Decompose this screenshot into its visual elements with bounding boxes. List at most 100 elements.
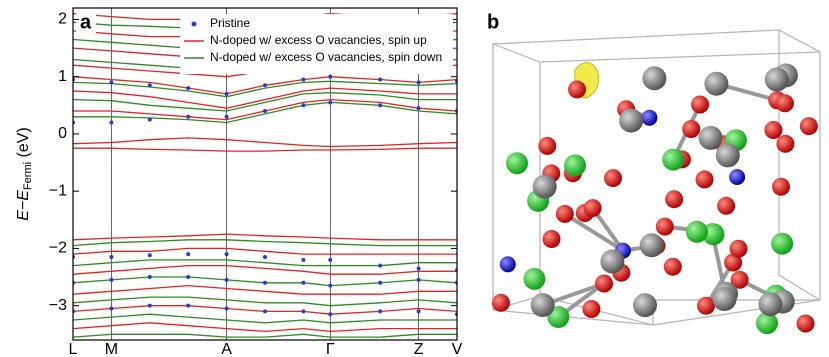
legend-label: N-doped w/ excess O vacancies, spin up [210,33,427,47]
atom [500,256,516,272]
legend-label: Pristine [210,16,250,30]
atom [699,126,723,150]
band-point [263,255,267,259]
band-point [148,83,152,87]
band-line [73,148,457,151]
atom [600,250,624,274]
band-point [109,255,113,259]
y-tick-label: −3 [49,297,67,314]
atom [533,175,557,199]
atom [531,293,555,317]
atom [696,170,714,188]
x-tick-label: Z [414,341,424,357]
band-point [148,118,152,122]
atom [506,152,528,174]
y-tick-label: 0 [58,125,67,142]
atom [717,197,735,215]
legend: Pristine N-doped w/ excess O vacancies, s… [180,14,453,74]
band-line [73,138,457,147]
band-point [417,80,421,84]
band-point [301,309,305,313]
atom [665,190,683,208]
band-point [301,78,305,82]
band-point [378,264,382,268]
atom [776,135,794,153]
crystal-structure [492,30,820,334]
atom [697,297,715,315]
atom [543,230,561,248]
band-point [378,309,382,313]
band-point [263,83,267,87]
band-point [109,80,113,84]
y-label-unit: (eV) [15,127,32,162]
band-point [328,100,332,104]
band-line [73,286,457,295]
atom [664,258,682,276]
atom [765,68,789,92]
bond [565,214,623,251]
atom [556,205,574,223]
atom [582,300,600,318]
y-tick-label: −1 [49,182,67,199]
band-point [301,258,305,262]
band-point [378,281,382,285]
atom [729,169,745,185]
atom [538,137,556,155]
atom [730,240,748,258]
atom [564,154,586,176]
band-point [328,284,332,288]
band-line [73,266,457,275]
band-point [301,281,305,285]
atom [771,233,793,255]
atom [800,117,818,135]
band-point [417,309,421,313]
band-point [417,106,421,110]
x-tick-label: V [452,341,463,357]
atom [776,94,794,112]
atom [595,275,613,293]
band-point [225,115,229,119]
band-point [328,75,332,79]
band-point [328,312,332,316]
atom [604,169,622,187]
band-point [186,86,190,90]
band-line [73,297,457,306]
band-point [417,278,421,282]
band-point [263,309,267,313]
atom [656,218,674,236]
atom [764,121,782,139]
atom [640,233,664,257]
band-point [148,275,152,279]
atom [682,120,700,138]
atom [642,66,666,90]
atom [797,315,815,333]
atom [662,149,684,171]
band-line [73,323,457,332]
y-tick-label: −2 [49,240,67,257]
band-point [225,278,229,282]
band-point [186,252,190,256]
x-tick-label: L [69,341,78,357]
atom [691,96,709,114]
atom [584,199,602,217]
atom [568,80,586,98]
atom [619,109,643,133]
band-line [73,314,457,323]
band-point [148,304,152,308]
panel-label: a [80,11,92,33]
x-tick-label: Γ [326,341,335,357]
band-line [73,248,457,254]
figure: E−EFermi (eV) a b −3−2−1012LMAΓZVPristin… [0,0,829,357]
band-point [186,304,190,308]
band-point [301,103,305,107]
atom [758,292,782,316]
band-point [225,252,229,256]
legend-marker [192,22,197,27]
atom [716,143,740,167]
band-point [225,92,229,96]
band-point [109,278,113,282]
cell-edge [493,44,820,62]
band-point [109,307,113,311]
band-line [73,260,457,266]
atom [492,294,510,312]
